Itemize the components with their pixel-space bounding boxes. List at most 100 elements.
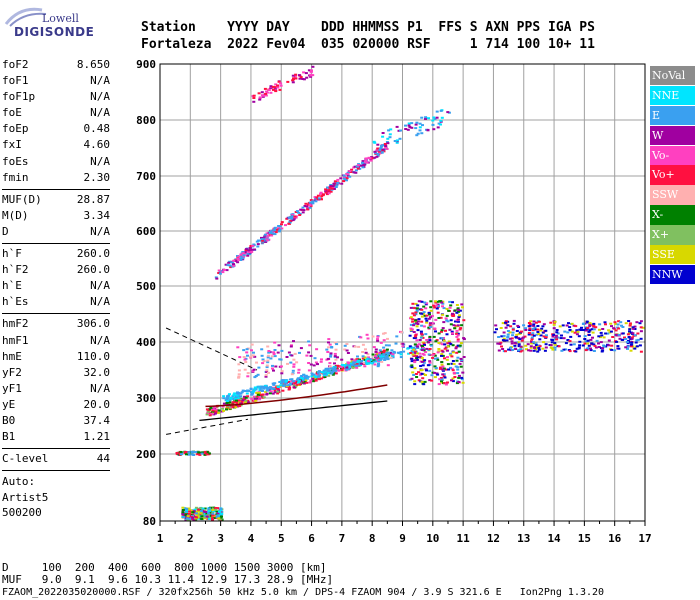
echo-mark (376, 338, 379, 341)
echo-mark (216, 411, 220, 414)
echo-mark (420, 300, 424, 303)
echo-mark (377, 362, 380, 365)
echo-mark (617, 333, 621, 336)
echo-mark (421, 377, 425, 380)
echo-mark (309, 205, 313, 208)
echo-mark (587, 334, 591, 336)
echo-mark (626, 333, 630, 336)
echo-mark (568, 329, 572, 331)
echo-mark (247, 251, 251, 253)
params-block-4: hmF2 306.0 hmF1 N/A hmE 110.0 yF2 32.0 yF1 N/… (2, 317, 110, 446)
echo-mark (404, 124, 407, 127)
echo-mark (422, 383, 426, 386)
echo-mark (416, 323, 420, 325)
echo-mark (382, 346, 386, 349)
echo-mark (345, 366, 349, 369)
params-block-5: C-level 44 (2, 452, 110, 468)
echo-mark (416, 320, 420, 323)
echo-mark (182, 516, 186, 519)
echo-mark (410, 366, 414, 369)
echo-mark (305, 76, 309, 79)
echo-mark (330, 187, 334, 190)
echo-mark (269, 85, 273, 88)
echo-mark (555, 329, 559, 331)
echo-mark (568, 350, 572, 353)
echo-mark (364, 360, 368, 363)
echo-mark (308, 381, 312, 384)
echo-mark (457, 308, 461, 311)
echo-mark (400, 331, 404, 334)
echo-mark (291, 380, 295, 383)
echo-mark (329, 355, 333, 358)
echo-mark (568, 326, 572, 329)
echo-mark (261, 362, 265, 365)
echo-mark (292, 386, 296, 389)
echo-mark (448, 300, 452, 303)
echo-mark (215, 516, 219, 519)
echo-mark (289, 361, 293, 364)
echo-mark (626, 347, 629, 350)
echo-mark (395, 141, 399, 144)
echo-mark (575, 329, 579, 332)
echo-mark (416, 356, 420, 359)
echo-mark (217, 517, 221, 520)
echo-mark (517, 343, 521, 346)
echo-mark (420, 132, 424, 135)
echo-mark (438, 300, 442, 303)
echo-mark (535, 333, 539, 336)
echo-mark (415, 121, 419, 124)
echo-mark (375, 155, 379, 158)
echo-mark (528, 327, 532, 330)
echo-mark (409, 323, 413, 326)
echo-mark (450, 367, 454, 370)
echo-mark (497, 336, 501, 338)
echo-mark (575, 333, 579, 336)
echo-mark (408, 126, 412, 129)
echo-mark (500, 345, 503, 348)
echo-mark (421, 345, 424, 347)
echo-mark (529, 349, 533, 352)
param-value: 306.0 (76, 317, 110, 331)
echo-mark (517, 349, 521, 352)
echo-mark (412, 337, 416, 340)
echo-mark (440, 301, 444, 304)
echo-mark (251, 354, 255, 357)
echo-mark (308, 204, 312, 206)
echo-mark (441, 343, 445, 346)
echo-mark (584, 349, 588, 352)
echo-mark (440, 354, 443, 357)
echo-mark (215, 408, 219, 411)
echo-mark (245, 392, 249, 395)
echo-mark (229, 266, 233, 269)
echo-mark (309, 363, 313, 366)
echo-mark (224, 263, 228, 266)
echo-mark (234, 258, 238, 261)
x-tick-label: 7 (339, 532, 346, 545)
echo-mark (280, 221, 284, 224)
echo-mark (199, 507, 203, 510)
echo-mark (598, 323, 602, 326)
echo-mark (246, 375, 250, 378)
echo-mark (612, 327, 616, 330)
echo-mark (280, 223, 283, 226)
echo-mark (343, 348, 347, 351)
param-value: N/A (90, 74, 110, 88)
echo-mark (251, 370, 255, 372)
echo-mark (320, 358, 323, 361)
echo-mark (422, 360, 426, 363)
echo-mark (356, 361, 360, 363)
echo-mark (383, 143, 387, 145)
echo-mark (557, 345, 561, 348)
echo-mark (425, 321, 429, 324)
echo-mark (625, 341, 629, 343)
echo-mark (309, 73, 313, 76)
echo-mark (424, 368, 428, 371)
echo-mark (265, 232, 269, 235)
echo-mark (602, 336, 606, 339)
echo-mark (527, 333, 531, 336)
legend-item-nnw: NNW (650, 264, 695, 285)
echo-mark (346, 364, 350, 366)
echo-mark (356, 167, 360, 170)
echo-mark (241, 389, 245, 392)
echo-mark (639, 350, 643, 353)
